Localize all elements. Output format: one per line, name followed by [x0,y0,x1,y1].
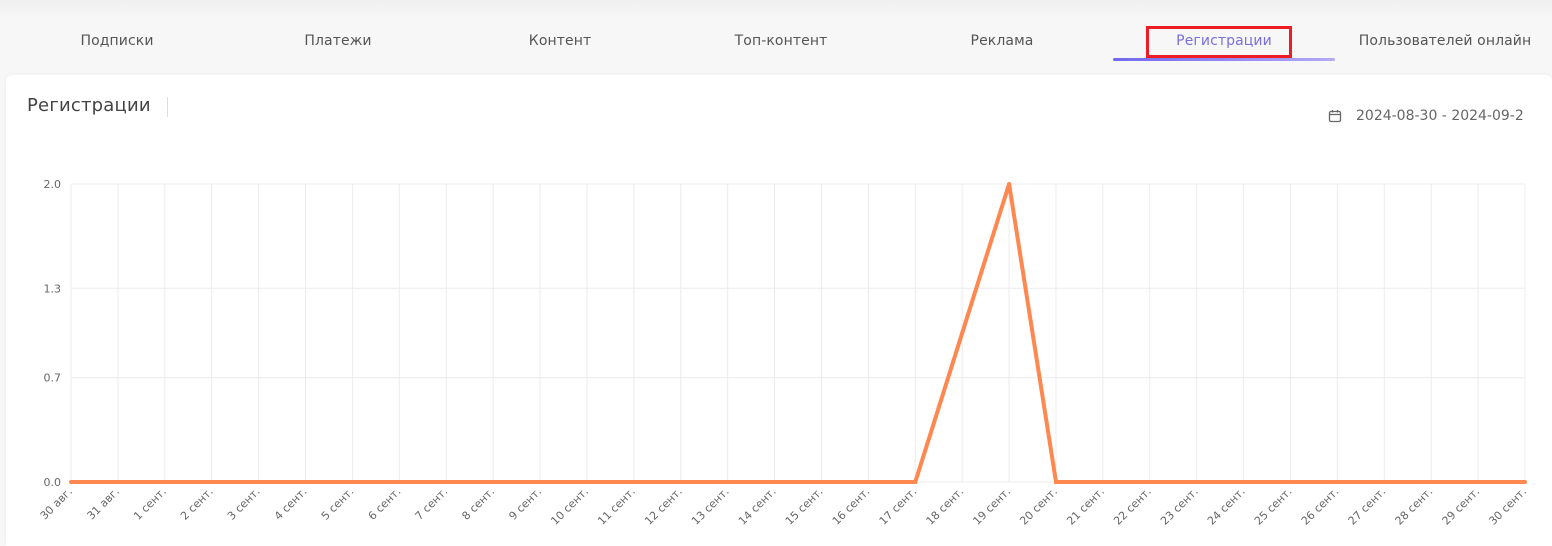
x-tick-label: 21 сент. [1064,485,1107,528]
x-tick-label: 17 сент. [877,485,920,528]
x-tick-label: 30 сент. [1486,485,1529,528]
data-point[interactable] [1100,480,1105,484]
top-strip [0,0,1552,75]
x-tick-label: 30 авг. [38,485,75,522]
registrations-card: Регистрации 2024-08-30 - 2024-09-2 [6,75,1552,546]
data-point[interactable] [397,480,402,484]
data-point[interactable] [913,480,918,484]
x-tick-label: 14 сент. [736,485,779,528]
x-tick-label: 29 сент. [1440,485,1483,528]
data-point[interactable] [1429,480,1434,484]
data-point[interactable] [162,480,167,484]
x-tick-label: 25 сент. [1252,485,1295,528]
x-tick-label: 19 сент. [970,485,1013,528]
data-point[interactable] [1007,182,1012,186]
data-point[interactable] [725,480,730,484]
x-tick-label: 26 сент. [1299,485,1342,528]
x-tick-label: 16 сент. [830,485,873,528]
data-point[interactable] [350,480,355,484]
data-point[interactable] [960,331,965,335]
x-tick-label: 22 сент. [1111,485,1154,528]
x-tick-label: 1 сент. [131,485,169,523]
data-point[interactable] [1523,480,1527,484]
x-tick-label: 13 сент. [689,485,732,528]
x-tick-label: 8 сент. [459,485,497,523]
x-tick-label: 5 сент. [319,485,357,523]
x-tick-label: 24 сент. [1205,485,1248,528]
data-point[interactable] [631,480,636,484]
x-tick-label: 12 сент. [642,485,685,528]
data-point[interactable] [1382,480,1387,484]
data-point[interactable] [256,480,261,484]
date-range-text: 2024-08-30 - 2024-09-2 [1356,108,1524,124]
tab-bar: Подписки Платежи Контент Топ-контент Рек… [0,0,1552,75]
tab-top-content[interactable]: Топ-контент [734,33,828,49]
y-tick-label: 0.7 [44,372,62,385]
data-point[interactable] [209,480,214,484]
tab-users-online[interactable]: Пользователей онлайн [1358,33,1532,49]
data-point[interactable] [491,480,496,484]
y-tick-label: 1.3 [44,282,62,295]
x-tick-label: 15 сент. [783,485,826,528]
title-divider [167,97,168,117]
active-tab-indicator [1113,58,1335,61]
x-tick-label: 27 сент. [1346,485,1389,528]
data-point[interactable] [1476,480,1481,484]
data-point[interactable] [1194,480,1199,484]
data-point[interactable] [1241,480,1246,484]
x-tick-label: 7 сент. [413,485,451,523]
data-point[interactable] [1053,480,1058,484]
data-point[interactable] [584,480,589,484]
x-tick-label: 11 сент. [595,485,638,528]
x-tick-label: 4 сент. [272,485,310,523]
x-tick-label: 18 сент. [924,485,967,528]
x-tick-label: 9 сент. [506,485,544,523]
data-point[interactable] [303,480,308,484]
data-point[interactable] [772,480,777,484]
data-point[interactable] [1335,480,1340,484]
data-point[interactable] [115,480,120,484]
data-point[interactable] [1147,480,1152,484]
tab-payments[interactable]: Платежи [304,33,372,49]
tab-registrations[interactable]: Регистрации [1176,33,1272,49]
data-point[interactable] [866,480,871,484]
x-tick-label: 10 сент. [548,485,591,528]
data-point[interactable] [1288,480,1293,484]
tab-content[interactable]: Контент [528,33,592,49]
x-tick-label: 23 сент. [1158,485,1201,528]
card-title: Регистрации [27,95,151,116]
x-tick-label: 20 сент. [1017,485,1060,528]
x-tick-label: 3 сент. [225,485,263,523]
tab-advertising[interactable]: Реклама [970,33,1034,49]
tab-subscriptions[interactable]: Подписки [80,33,154,49]
calendar-icon [1328,110,1342,123]
x-tick-label: 6 сент. [366,485,404,523]
data-point[interactable] [819,480,824,484]
data-point[interactable] [678,480,683,484]
y-tick-label: 2.0 [44,178,62,191]
x-tick-label: 31 авг. [85,485,122,522]
series-line [71,183,1525,484]
x-tick-label: 28 сент. [1393,485,1436,528]
date-range-picker[interactable]: 2024-08-30 - 2024-09-2 [1328,106,1524,126]
data-point[interactable] [538,480,543,484]
data-point[interactable] [69,480,73,484]
y-tick-label: 0.0 [44,476,62,489]
x-tick-label: 2 сент. [178,485,216,523]
data-point[interactable] [444,480,449,484]
